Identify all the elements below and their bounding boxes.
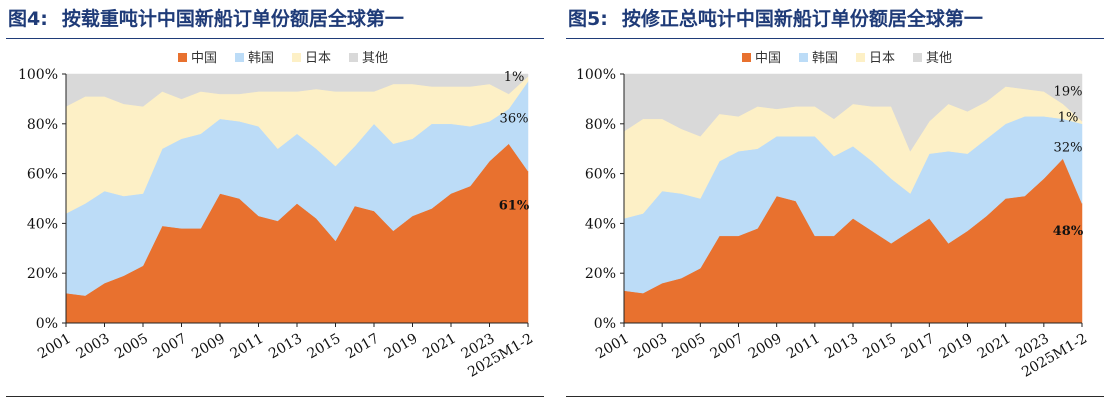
y-tick-label: 40%	[585, 216, 616, 232]
y-tick-label: 80%	[27, 117, 58, 133]
x-tick-label: 2021	[420, 331, 459, 363]
chart-title: 图5: 按修正总吨计中国新船订单份额居全球第一	[568, 2, 1104, 36]
y-tick-label: 60%	[27, 167, 58, 183]
stacked-area-chart: 中国 韩国 日本 其他0%20%40%60%80%100%2001 2003 2005 20…	[18, 51, 536, 381]
legend-swatch	[235, 53, 244, 62]
x-tick-label: 2019	[382, 331, 421, 363]
title-rule	[566, 38, 1104, 39]
legend-label: 中国	[191, 51, 217, 66]
x-tick-label: 2015	[305, 331, 344, 363]
x-tick-label: 2013	[822, 331, 861, 363]
x-tick-label: 2007	[151, 331, 190, 363]
x-tick-label: 2015	[860, 331, 899, 363]
x-tick-label: 2017	[898, 331, 937, 363]
share-annotation: 1%	[1058, 110, 1079, 125]
series-other-area	[65, 73, 529, 107]
chart-panel-right: 图5: 按修正总吨计中国新船订单份额居全球第一 中国 韩国 日本 其他 0% 20% 40% 6…	[566, 0, 1106, 402]
figure-label: 图4:	[8, 8, 48, 30]
y-tick-label: 20%	[27, 266, 58, 282]
x-tick-label: 2011	[784, 331, 823, 363]
title-rule	[6, 38, 544, 39]
y-tick-label: 60%	[585, 167, 616, 183]
legend-swatch	[799, 53, 808, 62]
y-tick-label: 40%	[27, 216, 58, 232]
x-tick-label: 2009	[189, 331, 228, 363]
chart-title: 图4: 按载重吨计中国新船订单份额居全球第一	[8, 2, 544, 36]
legend-label: 中国	[755, 51, 781, 66]
x-tick-label: 2019	[937, 331, 976, 363]
x-tick-label: 2001	[35, 331, 74, 363]
y-tick-label: 80%	[585, 117, 616, 133]
title-text: 按修正总吨计中国新船订单份额居全球第一	[621, 8, 983, 30]
bottom-rule	[566, 396, 1104, 397]
legend: 中国 韩国 日本 其他	[742, 51, 952, 66]
share-annotation: 61%	[499, 199, 530, 214]
legend-label: 日本	[305, 51, 331, 66]
legend-label: 其他	[926, 51, 952, 66]
figure-label: 图5:	[568, 8, 608, 30]
share-annotation: 48%	[1053, 224, 1084, 239]
bottom-rule	[6, 396, 544, 397]
x-tick-label: 2013	[266, 331, 305, 363]
x-tick-label: 2017	[343, 331, 382, 363]
y-tick-label: 100%	[576, 67, 616, 83]
x-tick-label: 2007	[708, 331, 747, 363]
legend-swatch	[856, 53, 865, 62]
x-tick-label: 2009	[746, 331, 785, 363]
title-text: 按载重吨计中国新船订单份额居全球第一	[61, 8, 404, 30]
y-tick-label: 0%	[36, 316, 58, 332]
y-tick-label: 100%	[18, 67, 58, 83]
legend: 中国 韩国 日本 其他	[178, 51, 388, 66]
legend-label: 韩国	[248, 51, 274, 66]
legend-label: 其他	[362, 51, 388, 66]
series-other-area	[623, 73, 1083, 152]
legend-swatch	[742, 53, 751, 62]
stacked-area-chart: 中国 韩国 日本 其他0%20%40%60%80%100%2001 2003 2005 20…	[576, 51, 1090, 381]
legend-swatch	[913, 53, 922, 62]
legend-label: 韩国	[812, 51, 838, 66]
share-annotation: 36%	[500, 111, 529, 126]
share-annotation: 32%	[1054, 141, 1083, 156]
y-tick-label: 20%	[585, 266, 616, 282]
legend-swatch	[349, 53, 358, 62]
share-annotation: 1%	[504, 70, 525, 85]
x-tick-label: 2003	[631, 331, 670, 363]
x-tick-label: 2003	[74, 331, 113, 363]
legend-swatch	[292, 53, 301, 62]
x-tick-label: 2005	[669, 331, 708, 363]
chart-panel-left: 图4: 按载重吨计中国新船订单份额居全球第一 中国 韩国 日本 其他 0% 20% 40% 60…	[6, 0, 546, 402]
share-annotation: 19%	[1054, 85, 1083, 100]
legend-label: 日本	[869, 51, 895, 66]
x-tick-label: 2001	[593, 331, 632, 363]
y-tick-label: 0%	[594, 316, 616, 332]
x-tick-label: 2011	[228, 331, 267, 363]
legend-swatch	[178, 53, 187, 62]
x-tick-label: 2005	[112, 331, 151, 363]
x-tick-label: 2021	[975, 331, 1014, 363]
